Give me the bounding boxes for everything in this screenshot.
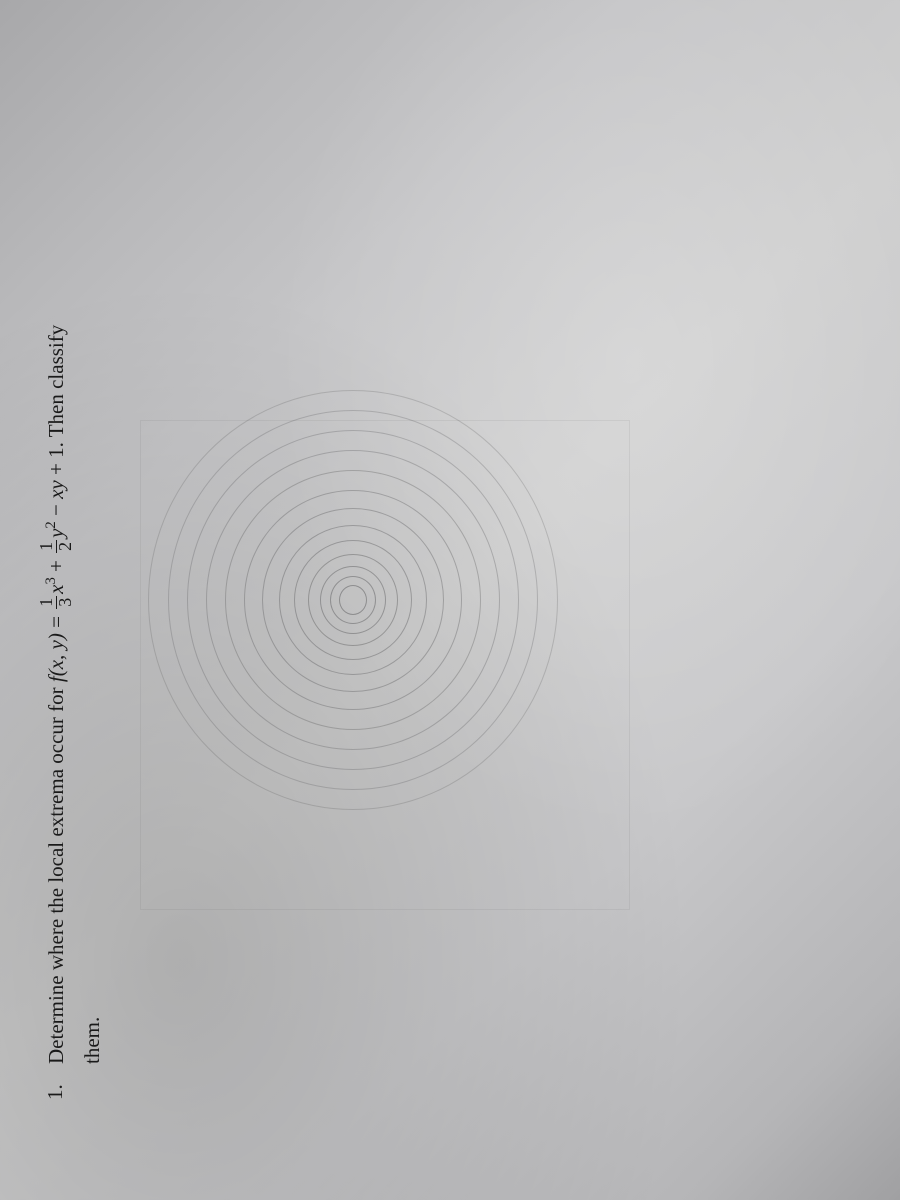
contour-ring [339,585,367,615]
problem-prefix: Determine where the local extrema occur … [44,682,68,1064]
plus-constant: + 1. [44,442,68,480]
equals-sign: = [44,611,68,633]
function-name: f [44,676,68,682]
term-xy: xy [44,480,68,499]
problem-line2: them. [77,100,109,1064]
exp-2: 2 [43,521,59,528]
fraction-one-half: 12 [38,540,75,553]
term-x: x [44,585,68,594]
term-y: y [44,529,68,538]
content-wrapper: 1. Determine where the local extrema occ… [0,0,900,1200]
minus-1: − [44,499,68,521]
function-args: (x, y) [44,633,68,676]
exp-3: 3 [43,577,59,584]
fraction-one-third: 13 [38,596,75,609]
problem-body: Determine where the local extrema occur … [40,100,108,1064]
problem-suffix: Then classify [44,325,68,442]
rotated-page: 1. Determine where the local extrema occ… [0,150,900,1050]
contour-plot [138,375,578,825]
problem-number: 1. [40,1078,72,1100]
problem-statement: 1. Determine where the local extrema occ… [40,100,108,1100]
plus-1: + [44,555,68,577]
